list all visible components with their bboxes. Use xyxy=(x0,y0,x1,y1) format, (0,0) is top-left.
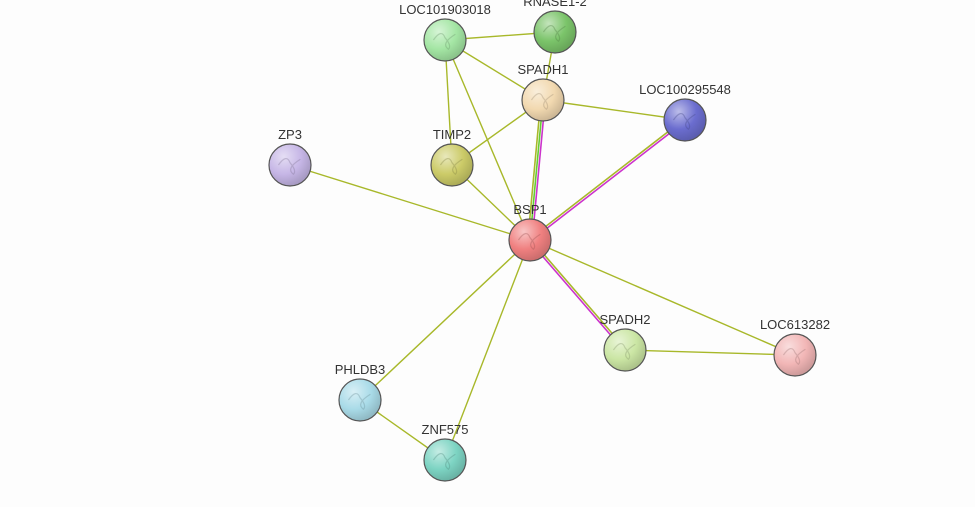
node-spadh2[interactable] xyxy=(604,329,646,371)
node-circle[interactable] xyxy=(604,329,646,371)
node-label: ZP3 xyxy=(278,127,302,142)
node-loc101903018[interactable] xyxy=(424,19,466,61)
node-rnase1-2[interactable] xyxy=(534,11,576,53)
node-label: SPADH1 xyxy=(517,62,568,77)
edge xyxy=(531,239,626,349)
edge xyxy=(360,240,530,400)
edge xyxy=(529,241,624,351)
node-bsp1[interactable] xyxy=(509,219,551,261)
edge xyxy=(529,119,684,239)
nodes-layer xyxy=(269,11,816,481)
network-canvas: BSP1 SPADH1 RNASE1-2 LOC101903018 LOC1002955… xyxy=(0,0,975,507)
node-circle[interactable] xyxy=(269,144,311,186)
node-circle[interactable] xyxy=(774,334,816,376)
node-circle[interactable] xyxy=(339,379,381,421)
node-timp2[interactable] xyxy=(431,144,473,186)
node-label: LOC100295548 xyxy=(639,82,731,97)
edge xyxy=(531,121,686,241)
node-circle[interactable] xyxy=(431,144,473,186)
node-label: LOC101903018 xyxy=(399,2,491,17)
node-phldb3[interactable] xyxy=(339,379,381,421)
node-circle[interactable] xyxy=(534,11,576,53)
edge xyxy=(625,350,795,355)
node-label: PHLDB3 xyxy=(335,362,386,377)
edge xyxy=(290,165,530,240)
node-circle[interactable] xyxy=(424,19,466,61)
node-circle[interactable] xyxy=(509,219,551,261)
node-spadh1[interactable] xyxy=(522,79,564,121)
node-zp3[interactable] xyxy=(269,144,311,186)
node-circle[interactable] xyxy=(522,79,564,121)
node-loc613282[interactable] xyxy=(774,334,816,376)
node-label: RNASE1-2 xyxy=(523,0,587,9)
node-label: TIMP2 xyxy=(433,127,471,142)
node-label: LOC613282 xyxy=(760,317,830,332)
labels-layer: BSP1 SPADH1 RNASE1-2 LOC101903018 LOC1002955… xyxy=(278,0,830,437)
edge xyxy=(530,240,795,355)
node-label: SPADH2 xyxy=(599,312,650,327)
node-label: ZNF575 xyxy=(422,422,469,437)
node-loc100295548[interactable] xyxy=(664,99,706,141)
node-circle[interactable] xyxy=(424,439,466,481)
node-label: BSP1 xyxy=(513,202,546,217)
node-znf575[interactable] xyxy=(424,439,466,481)
node-circle[interactable] xyxy=(664,99,706,141)
